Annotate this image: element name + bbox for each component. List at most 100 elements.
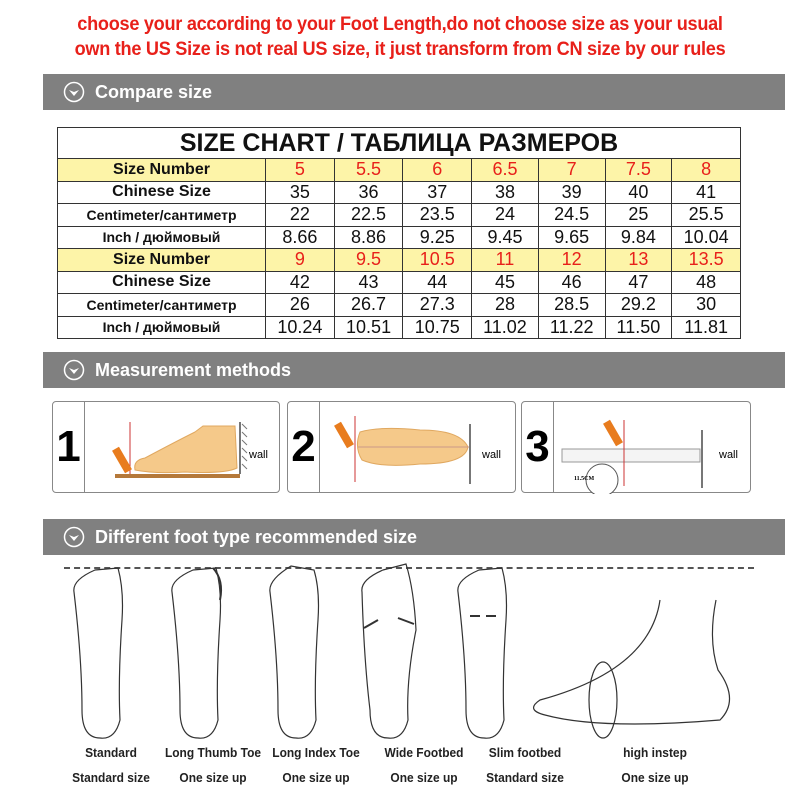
step-number: 1 [53,402,85,492]
size-cell: 12 [537,248,606,272]
foot-type-advice: One size up [179,770,247,785]
measurement-step-2: 2 wall [287,401,516,493]
size-cell: 8 [671,158,741,182]
size-cell: 7.5 [604,158,673,182]
foot-outline-long-index [269,565,320,739]
size-cell: 29.2 [604,293,673,317]
chevron-circle-icon [63,526,85,548]
foot-type-advice: One size up [390,770,458,785]
row-label: Inch / дюймовый [57,225,266,249]
row-label: Chinese Size [57,270,266,294]
size-cell: 30 [671,293,741,317]
size-row-inch: Inch / дюймовый 10.24 10.51 10.75 11.02 11.22… [57,315,741,339]
size-cell: 8.66 [265,225,335,249]
size-cell: 39 [537,180,606,204]
size-cell: 11.81 [671,315,741,339]
size-cell: 5.5 [333,158,404,182]
size-cell: 9.25 [402,225,473,249]
size-cell: 9.5 [333,248,404,272]
toe-reference-line [64,567,754,569]
section-title: Measurement methods [95,359,292,380]
measurement-step-1: 1 wall [52,401,280,493]
size-cell: 9.84 [604,225,673,249]
size-cell: 13.5 [671,248,741,272]
measurement-step-3: 3 wall 11.5CM [521,401,751,494]
size-cell: 24 [471,203,539,227]
foot-type-advice: One size up [282,770,350,785]
row-label: Centimeter/сантиметр [57,293,266,317]
foot-type-advice: One size up [621,770,689,785]
size-cell: 24.5 [537,203,606,227]
size-cell: 10.24 [265,315,335,339]
size-cell: 41 [671,180,741,204]
section-title: Different foot type recommended size [95,526,418,547]
step-number: 3 [522,402,554,492]
foot-type-name: high instep [623,745,687,760]
foot-top-illustration [334,416,471,484]
size-cell: 25.5 [671,203,741,227]
foot-outline-wide [361,563,417,739]
size-cell: 42 [265,270,335,294]
size-cell: 48 [671,270,741,294]
wall-label: wall [482,449,501,461]
size-cell: 38 [471,180,539,204]
size-cell: 10.51 [333,315,404,339]
size-cell: 8.86 [333,225,404,249]
size-row-size-number: Size Number 5 5.5 6 6.5 7 7.5 8 [57,158,741,182]
step-number: 2 [288,402,320,492]
foot-outline-standard [73,567,124,739]
size-row-chinese-size: Chinese Size 35 36 37 38 39 40 41 [57,180,741,204]
row-label: Inch / дюймовый [57,315,266,339]
size-cell: 28 [471,293,539,317]
size-cell: 6 [402,158,473,182]
size-cell: 11.02 [471,315,539,339]
size-cell: 13 [604,248,673,272]
foot-type-advice: Standard size [486,770,564,785]
notice-line-1: choose your according to your Foot Lengt… [77,13,723,35]
foot-side-illustration [112,422,248,478]
size-cell: 9.45 [471,225,539,249]
size-cell: 47 [604,270,673,294]
ruler-reading: 11.5CM [574,476,595,482]
size-cell: 36 [333,180,404,204]
section-title: Compare size [95,81,213,102]
size-cell: 25 [604,203,673,227]
size-cell: 44 [402,270,473,294]
size-cell: 9.65 [537,225,606,249]
size-chart-title: SIZE CHART / ТАБЛИЦА РАЗМЕРОВ [57,127,741,159]
size-cell: 46 [537,270,606,294]
row-label: Chinese Size [57,180,266,204]
size-cell: 9 [265,248,335,272]
size-chart-table: SIZE CHART / ТАБЛИЦА РАЗМЕРОВ Size Numbe… [57,127,741,339]
foot-type-name: Long Thumb Toe [164,745,262,760]
size-cell: 6.5 [471,158,539,182]
row-label: Centimeter/сантиметр [57,203,266,227]
row-label: Size Number [57,158,266,182]
ruler-illustration [561,419,703,494]
foot-type-name: Wide Footbed [384,745,464,760]
size-row-centimeter: Centimeter/сантиметр 26 26.7 27.3 28 28.5 29.2… [57,293,741,317]
size-cell: 45 [471,270,539,294]
size-cell: 11.22 [537,315,606,339]
size-row-centimeter: Centimeter/сантиметр 22 22.5 23.5 24 24.5 25 25… [57,203,741,227]
foot-type-illustrations [73,563,731,739]
foot-type-name: Long Index Toe [272,745,360,760]
section-header-foot-type: Different foot type recommended size [43,519,785,555]
size-row-chinese-size: Chinese Size 42 43 44 45 46 47 48 [57,270,741,294]
size-cell: 37 [402,180,473,204]
foot-outline-slim [457,567,508,739]
foot-outline-long-thumb [171,567,223,739]
foot-type-name: Slim footbed [488,745,562,760]
notice-line-2: own the US Size is not real US size, it … [74,38,726,60]
size-cell: 11 [471,248,539,272]
foot-outline-high-instep [533,599,731,739]
wall-label: wall [719,449,738,461]
chevron-circle-icon [63,359,85,381]
size-cell: 5 [265,158,335,182]
size-cell: 26.7 [333,293,404,317]
size-cell: 10.75 [402,315,473,339]
section-header-measurement: Measurement methods [43,352,785,388]
wall-label: wall [249,449,268,461]
size-cell: 23.5 [402,203,473,227]
size-cell: 27.3 [402,293,473,317]
